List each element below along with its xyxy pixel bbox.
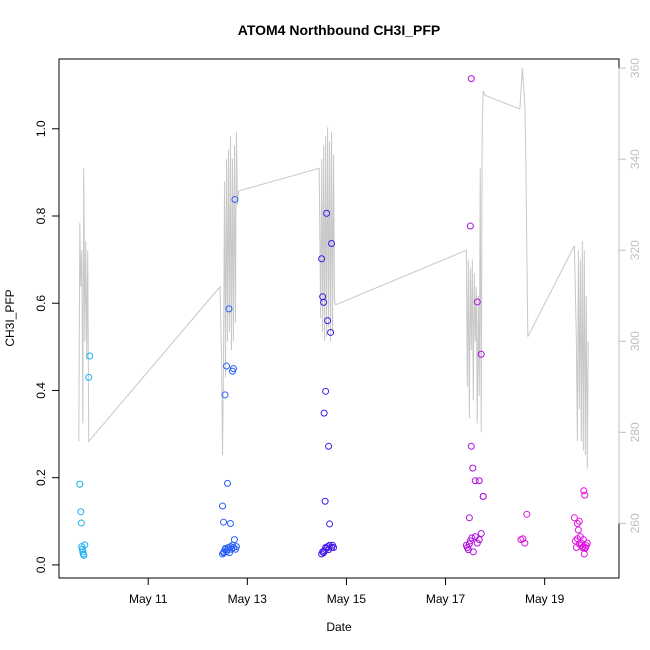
x-tick-label: May 15 [327, 592, 367, 606]
data-point-flight3 [327, 328, 335, 336]
x-tick-label: May 11 [129, 592, 168, 606]
data-point-flight5 [573, 519, 581, 527]
data-point-flight3 [322, 387, 330, 395]
data-point-flight2 [229, 543, 237, 551]
data-point-flight2 [229, 365, 237, 373]
y2-tick-label: 280 [628, 422, 642, 442]
data-point-flight4 [479, 492, 487, 500]
data-point-flight5 [521, 539, 529, 547]
y-tick-label: 0.6 [34, 295, 48, 312]
data-point-flight5 [575, 540, 583, 548]
y2-tick-label: 320 [628, 240, 642, 260]
data-point-flight2 [223, 362, 230, 370]
data-point-flight2 [232, 543, 240, 551]
data-point-flight5 [581, 543, 589, 551]
data-point-flight1 [80, 551, 88, 559]
y-tick-label: 0.0 [34, 556, 48, 573]
data-point-flight3 [323, 209, 331, 217]
y-axis-label: CH3I_PFP [3, 289, 17, 346]
data-point-flight4 [467, 442, 475, 450]
data-point-flight4 [475, 477, 483, 485]
data-point-flight2 [224, 479, 231, 487]
data-point-flight4 [473, 298, 481, 306]
data-point-flight3 [328, 239, 336, 247]
x-axis-label: Date [326, 620, 352, 634]
y2-axis: 260 280 300 320 340 360 [618, 58, 642, 533]
y-tick-label: 1.0 [34, 120, 48, 137]
data-point-flight3 [325, 442, 333, 450]
data-point-flight5 [523, 510, 531, 518]
data-point-flight4 [473, 539, 481, 547]
data-point-flight3 [318, 255, 326, 263]
chart-title: ATOM4 Northbound CH3I_PFP [238, 22, 440, 38]
data-point-flight3 [326, 541, 334, 549]
data-point-flight5 [583, 539, 591, 547]
y2-tick-label: 300 [628, 331, 642, 351]
y2-tick-label: 260 [628, 513, 642, 533]
data-point-flight3 [320, 409, 328, 417]
data-point-flight4 [467, 75, 475, 83]
x-tick-label: May 17 [426, 592, 466, 606]
data-point-flight2 [230, 536, 238, 544]
data-point-flight2 [220, 518, 228, 526]
data-point-flight3 [330, 543, 338, 551]
data-point-flight4 [477, 350, 485, 358]
data-point-flight5 [575, 517, 583, 525]
data-point-flight4 [475, 536, 483, 544]
y-tick-label: 0.8 [34, 207, 48, 224]
data-point-flight5 [519, 535, 527, 543]
data-point-flight2 [225, 305, 233, 313]
altitude-line-layer [78, 68, 589, 469]
y-tick-label: 0.4 [34, 382, 48, 399]
data-point-flight4 [469, 548, 477, 556]
data-point-flight4 [465, 540, 473, 548]
y-axis: 0.0 0.2 0.4 0.6 0.8 1.0 [34, 120, 60, 573]
data-point-flight1 [85, 373, 93, 381]
data-point-flight5 [570, 514, 578, 522]
data-point-flight1 [86, 352, 94, 360]
data-point-flight3 [321, 497, 329, 505]
x-axis: May 11 May 13 May 15 May 17 May 19 [129, 577, 565, 606]
data-point-flight3 [324, 317, 332, 325]
data-point-flight2 [231, 195, 239, 203]
data-point-flight4 [468, 534, 476, 542]
data-point-flight2 [226, 519, 234, 527]
series-line-altitude_trace [78, 68, 589, 469]
data-point-flight4 [466, 222, 474, 230]
data-point-flight1 [77, 519, 85, 527]
data-point-flight2 [221, 391, 229, 399]
data-point-flight4 [465, 514, 473, 522]
y-tick-label: 0.2 [34, 469, 48, 486]
data-point-flight2 [219, 502, 227, 510]
data-point-flight4 [469, 464, 477, 472]
data-point-flight3 [326, 520, 334, 528]
data-point-flight5 [581, 491, 589, 499]
data-point-flight4 [471, 477, 479, 485]
y2-tick-label: 360 [628, 58, 642, 78]
data-point-flight4 [477, 530, 485, 538]
data-point-flight1 [77, 508, 85, 516]
y2-tick-label: 340 [628, 149, 642, 169]
data-point-flight5 [580, 487, 588, 495]
data-point-flight5 [579, 536, 587, 544]
points-layer [76, 75, 591, 559]
data-point-flight1 [76, 480, 84, 488]
x-tick-label: May 13 [228, 592, 268, 606]
data-point-flight3 [320, 298, 328, 306]
x-tick-label: May 19 [525, 592, 565, 606]
data-point-flight5 [574, 526, 582, 534]
data-point-flight1 [81, 541, 89, 549]
